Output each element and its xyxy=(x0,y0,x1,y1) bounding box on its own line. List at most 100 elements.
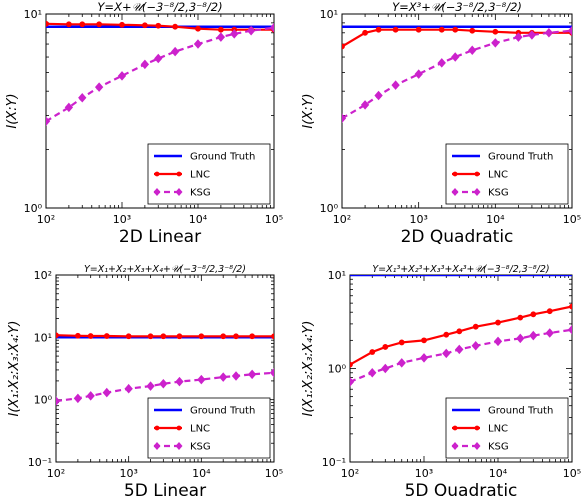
legend-label: LNC xyxy=(488,170,508,181)
y-axis-label: I(X:Y) xyxy=(301,93,316,128)
x-axis-label: 5D Quadratic xyxy=(405,481,518,496)
data-point xyxy=(249,333,256,340)
legend-marker xyxy=(452,171,458,177)
data-point xyxy=(56,332,59,339)
data-point xyxy=(382,344,389,350)
series-line-ksg xyxy=(342,29,572,120)
legend-label: Ground Truth xyxy=(488,406,553,417)
y-tick-label: 10⁰ xyxy=(328,363,347,376)
data-point xyxy=(492,28,499,35)
data-point xyxy=(456,328,463,335)
data-point xyxy=(414,69,423,79)
x-tick-label: 10⁵ xyxy=(265,467,283,480)
data-point xyxy=(198,333,205,340)
data-point xyxy=(269,368,274,378)
legend-label: LNC xyxy=(190,170,210,181)
data-point xyxy=(514,32,523,42)
legend-label: KSG xyxy=(488,188,509,199)
data-point xyxy=(516,333,525,344)
data-point xyxy=(160,333,167,340)
y-tick-label: 10² xyxy=(34,269,52,282)
x-tick-label: 10² xyxy=(47,467,65,480)
data-point xyxy=(155,22,162,29)
data-point xyxy=(381,363,390,374)
data-point xyxy=(170,46,180,57)
legend-marker xyxy=(474,425,480,431)
y-axis-label: I(X:Y) xyxy=(5,93,20,128)
data-point xyxy=(117,71,127,81)
data-point xyxy=(102,387,111,398)
data-point xyxy=(567,25,572,36)
series-line-ksg xyxy=(350,328,572,383)
data-point xyxy=(350,377,355,387)
data-point xyxy=(493,336,503,347)
chart-panel-1: 10² 10³ 10⁴ 10⁵ 10⁰ 10¹ Y=X+𝒰(−3⁻⁸/2,3⁻⁸/2) 2D … xyxy=(5,0,283,247)
x-tick-label: 10⁵ xyxy=(265,213,283,226)
x-tick-label: 10² xyxy=(341,467,359,480)
data-point xyxy=(193,39,203,49)
legend-label: Ground Truth xyxy=(190,406,255,417)
data-point xyxy=(544,28,554,38)
data-point xyxy=(342,43,345,50)
y-tick-label: 10⁰ xyxy=(34,394,53,407)
data-point xyxy=(545,328,554,338)
data-point xyxy=(78,93,87,103)
plot-frame xyxy=(341,13,573,209)
series-group xyxy=(56,332,274,406)
data-point xyxy=(159,378,168,389)
data-point xyxy=(231,371,241,381)
x-tick-label: 10⁵ xyxy=(563,213,581,226)
chart-panel-4: 10² 10³ 10⁴ 10⁵ 10⁻¹ 10⁰ 10¹ Y=X₁³+X₂³+X₃³+X₄³+… xyxy=(301,264,581,496)
plot-frame xyxy=(45,13,275,209)
data-point xyxy=(455,344,464,355)
chart-panel-3: 10² 10³ 10⁴ 10⁵ 10⁻¹ 10⁰ 10¹ 10² Y=X₁+X₂+X₃+X₄+𝒰… xyxy=(7,264,283,496)
legend-marker xyxy=(474,171,480,177)
y-axis-label: I(X₁:X₂:X₃:X₄:Y) xyxy=(301,321,316,417)
data-point xyxy=(360,100,370,110)
data-point xyxy=(103,333,110,339)
legend-marker xyxy=(176,425,182,431)
series-line-lnc xyxy=(342,28,572,48)
data-point xyxy=(350,361,353,368)
x-tick-label: 10³ xyxy=(119,467,137,480)
x-tick-label: 10² xyxy=(37,213,55,226)
data-point xyxy=(452,26,459,33)
legend-marker xyxy=(154,171,160,177)
x-tick-label: 10³ xyxy=(113,213,131,226)
data-point xyxy=(269,22,274,33)
data-point xyxy=(271,333,274,340)
data-point xyxy=(154,53,163,64)
y-tick-label: 10¹ xyxy=(24,8,42,21)
y-tick-label: 10¹ xyxy=(328,269,346,282)
legend-label: LNC xyxy=(190,424,210,435)
legend-marker xyxy=(175,188,183,196)
x-tick-label: 10⁴ xyxy=(489,467,508,480)
data-point xyxy=(220,333,227,340)
chart-title: Y=X₁+X₂+X₃+X₄+𝒰(−3⁻⁸/2,3⁻⁸/2) xyxy=(84,264,246,275)
data-point xyxy=(86,391,95,401)
x-tick-label: 10³ xyxy=(409,213,427,226)
chart-title: Y=X₁³+X₂³+X₃³+X₄³+𝒰(−3⁻⁸/2,3⁻⁸/2) xyxy=(372,264,549,275)
data-point xyxy=(119,21,125,28)
data-point xyxy=(527,30,537,40)
data-point xyxy=(421,337,427,344)
chart-panel-2: 10² 10³ 10⁴ 10⁵ 10⁰ 10¹ Y=X³+𝒰(−3⁻⁸/2,3⁻⁸/2) 2D… xyxy=(301,0,581,247)
data-point xyxy=(369,349,376,355)
x-axis-label: 2D Linear xyxy=(119,227,201,247)
data-point xyxy=(437,58,446,68)
data-point xyxy=(172,23,179,30)
data-point xyxy=(442,348,451,359)
legend-marker xyxy=(176,171,182,177)
legend-marker xyxy=(451,442,459,450)
data-point xyxy=(246,25,256,36)
data-point xyxy=(125,333,132,340)
y-tick-label: 10⁰ xyxy=(320,202,339,215)
y-tick-label: 10¹ xyxy=(320,8,338,21)
data-point xyxy=(392,26,399,33)
chart-title: Y=X+𝒰(−3⁻⁸/2,3⁻⁸/2) xyxy=(97,0,222,14)
data-point xyxy=(368,368,377,378)
chart-title: Y=X³+𝒰(−3⁻⁸/2,3⁻⁸/2) xyxy=(392,0,522,14)
legend: Ground Truth LNC KSG xyxy=(445,397,569,459)
data-point xyxy=(469,27,476,34)
x-axis-label: 5D Linear xyxy=(124,481,206,496)
